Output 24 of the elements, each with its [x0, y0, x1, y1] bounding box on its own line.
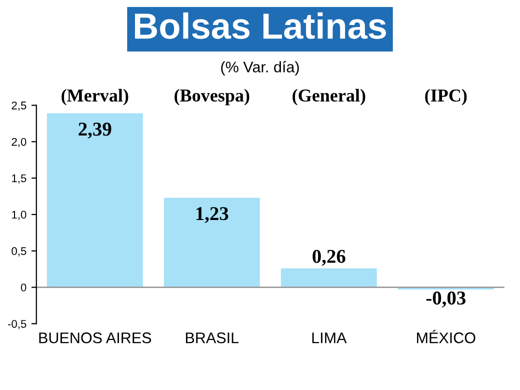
- text: (IPC): [425, 88, 467, 106]
- y-tick-label: -0,5: [8, 320, 26, 330]
- y-tick-label: 1,5: [12, 174, 26, 184]
- y-tick-label: 1,0: [12, 210, 26, 220]
- x-tick-label: LIMA: [312, 332, 347, 344]
- y-tick-label: 2,5: [12, 102, 26, 111]
- data-label: 0,26: [312, 250, 346, 266]
- y-tick-label: 0,5: [12, 247, 26, 256]
- bar: [164, 198, 260, 288]
- text: (Merval): [62, 88, 128, 106]
- text: (General): [292, 88, 366, 106]
- bar: [46, 113, 143, 288]
- chart-title: Bolsas Latinas: [134, 12, 386, 39]
- bar: [280, 268, 377, 288]
- data-label: 2,39: [78, 122, 112, 139]
- text: (Bovespa): [174, 88, 250, 106]
- y-tick-label: 2,0: [12, 138, 26, 148]
- chart-subtitle: (% Var. día): [221, 61, 299, 76]
- x-tick-label: BUENOS AIRES: [39, 332, 152, 344]
- data-label: 1,23: [196, 207, 228, 223]
- x-tick-label: MÉXICO: [417, 330, 476, 344]
- x-tick-label: BRASIL: [186, 332, 239, 344]
- data-label: -0,03: [426, 292, 466, 308]
- y-tick-label: 0: [20, 284, 26, 292]
